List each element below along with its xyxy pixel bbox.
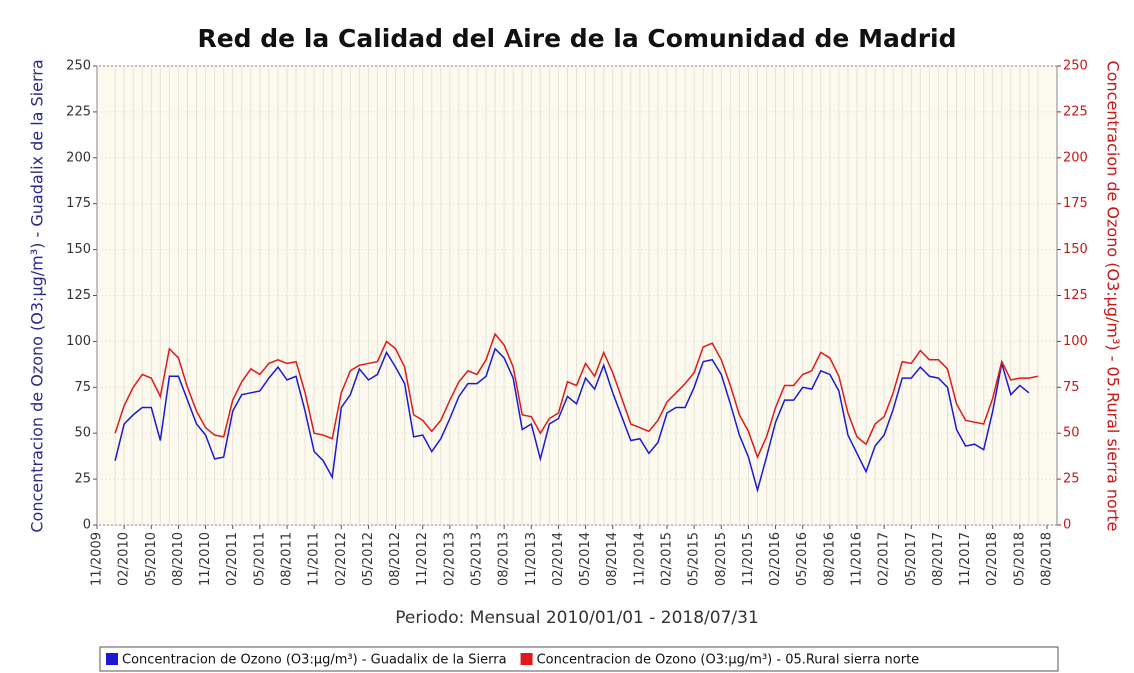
- x-tick-label: 08/2011: [280, 532, 295, 586]
- y2-tick-label: 50: [1063, 426, 1080, 441]
- x-tick-label: 11/2010: [198, 532, 213, 586]
- x-tick-label: 02/2011: [225, 532, 240, 586]
- legend-label: Concentracion de Ozono (O3:µg/m³) - Guad…: [122, 653, 507, 668]
- x-tick-label: 05/2014: [578, 532, 593, 586]
- x-tick-label: 02/2018: [985, 532, 1000, 586]
- y-tick-label: 200: [66, 150, 91, 165]
- x-tick-label: 05/2011: [252, 532, 267, 586]
- y-tick-label: 150: [66, 242, 91, 257]
- y2-tick-label: 200: [1063, 150, 1088, 165]
- x-tick-label: 02/2016: [768, 532, 783, 586]
- y2-tick-label: 75: [1063, 380, 1080, 395]
- y-axis-label: Concentracion de Ozono (O3:µg/m³) - Guad…: [28, 59, 47, 532]
- x-tick-label: 02/2010: [117, 532, 132, 586]
- y-tick-label: 50: [74, 426, 91, 441]
- x-tick-label: 08/2014: [605, 532, 620, 586]
- y2-tick-label: 250: [1063, 59, 1088, 74]
- y2-tick-label: 25: [1063, 472, 1080, 487]
- legend-swatch: [106, 653, 118, 665]
- x-tick-label: 08/2015: [714, 532, 729, 586]
- x-tick-label: 11/2016: [850, 532, 865, 586]
- x-tick-label: 08/2010: [171, 532, 186, 586]
- x-tick-label: 11/2012: [415, 532, 430, 586]
- x-tick-label: 08/2018: [1040, 532, 1055, 586]
- x-tick-label: 11/2009: [90, 532, 105, 586]
- chart-title: Red de la Calidad del Aire de la Comunid…: [197, 24, 956, 53]
- y2-tick-label: 225: [1063, 104, 1088, 119]
- y-tick-label: 75: [74, 380, 91, 395]
- x-tick-label: 11/2015: [741, 532, 756, 586]
- y-tick-label: 225: [66, 104, 91, 119]
- y2-tick-label: 100: [1063, 334, 1088, 349]
- x-tick-label: 11/2014: [632, 532, 647, 586]
- y2-axis-label: Concentracion de Ozono (O3:µg/m³) - 05.R…: [1104, 61, 1123, 532]
- x-tick-label: 05/2018: [1012, 532, 1027, 586]
- x-tick-label: 11/2017: [958, 532, 973, 586]
- x-tick-label: 08/2016: [822, 532, 837, 586]
- x-axis-label: Periodo: Mensual 2010/01/01 - 2018/07/31: [395, 608, 759, 628]
- y2-tick-label: 175: [1063, 196, 1088, 211]
- y2-tick-label: 0: [1063, 518, 1071, 533]
- y-tick-label: 175: [66, 196, 91, 211]
- x-tick-label: 02/2015: [660, 532, 675, 586]
- y-tick-label: 125: [66, 288, 91, 303]
- x-tick-label: 05/2013: [470, 532, 485, 586]
- x-tick-label: 05/2016: [795, 532, 810, 586]
- legend-label: Concentracion de Ozono (O3:µg/m³) - 05.R…: [537, 653, 920, 668]
- series-line: [114, 347, 1030, 493]
- x-tick-label: 05/2010: [144, 532, 159, 586]
- y-tick-label: 100: [66, 334, 91, 349]
- x-tick-label: 02/2013: [442, 532, 457, 586]
- x-tick-label: 11/2013: [524, 532, 539, 586]
- x-tick-label: 02/2014: [551, 532, 566, 586]
- y-tick-label: 250: [66, 59, 91, 74]
- y2-tick-label: 125: [1063, 288, 1088, 303]
- y-tick-label: 25: [74, 472, 91, 487]
- x-tick-label: 08/2017: [931, 532, 946, 586]
- x-tick-label: 02/2012: [334, 532, 349, 586]
- x-tick-label: 05/2015: [687, 532, 702, 586]
- y2-tick-label: 150: [1063, 242, 1088, 257]
- x-tick-label: 08/2013: [497, 532, 512, 586]
- legend-swatch: [520, 653, 533, 665]
- x-tick-label: 05/2012: [361, 532, 376, 586]
- x-tick-label: 11/2011: [307, 532, 322, 586]
- x-tick-label: 08/2012: [388, 532, 403, 586]
- legend: [99, 646, 1059, 672]
- y-tick-label: 0: [83, 518, 91, 533]
- x-tick-label: 02/2017: [877, 532, 892, 586]
- x-tick-label: 05/2017: [904, 532, 919, 586]
- series-line: [114, 332, 1039, 460]
